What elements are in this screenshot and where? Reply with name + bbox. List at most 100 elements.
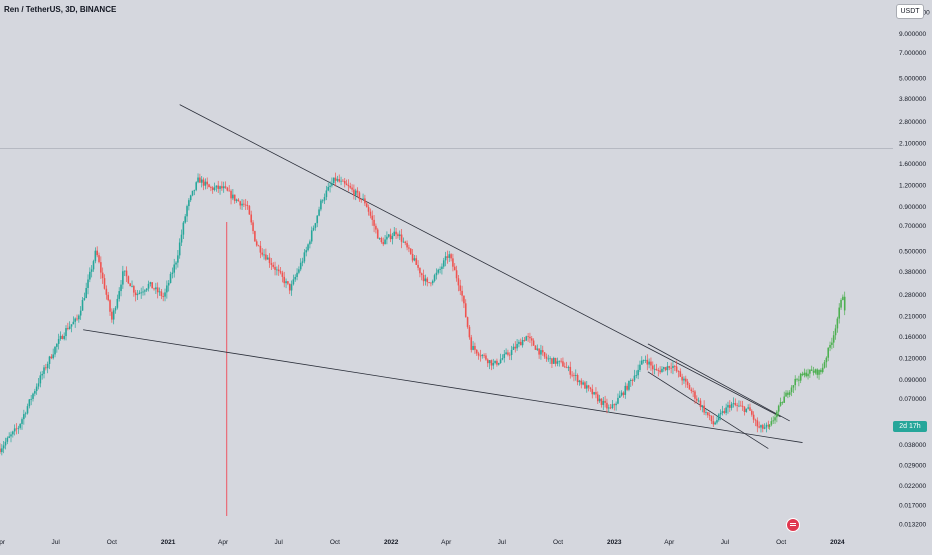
candle: [321, 199, 324, 204]
projection-candle: [790, 385, 793, 397]
candle: [23, 409, 25, 425]
candle: [488, 359, 491, 370]
candle: [562, 357, 564, 368]
candle-body: [252, 222, 254, 232]
candle-body: [549, 358, 551, 360]
candle-body: [420, 273, 423, 276]
candle: [457, 274, 460, 292]
candle: [549, 356, 551, 364]
candle: [310, 226, 313, 244]
candle-body: [310, 230, 313, 242]
candle: [129, 282, 131, 287]
candle-body: [664, 367, 667, 371]
candle: [706, 412, 709, 418]
candle-body: [239, 201, 242, 206]
candle-body: [536, 348, 539, 350]
y-tick-label: 0.022000: [899, 483, 926, 490]
candle-body: [408, 247, 410, 249]
candle: [496, 358, 498, 367]
candle: [688, 383, 691, 390]
candle: [417, 260, 419, 271]
candle: [118, 287, 120, 302]
candle-body: [48, 356, 51, 364]
candle: [254, 230, 256, 242]
candle-body: [497, 362, 500, 365]
candle-body: [818, 369, 820, 375]
candle-body: [790, 387, 793, 393]
candle-body: [206, 181, 209, 185]
candle: [650, 357, 652, 371]
y-tick-label: 0.120000: [899, 356, 926, 363]
candle: [450, 253, 452, 262]
candle: [149, 281, 152, 287]
candle-body: [228, 190, 231, 192]
candle: [762, 423, 764, 433]
candle-body: [59, 335, 62, 339]
candle-body: [801, 373, 804, 376]
candle-body: [98, 255, 100, 263]
candle: [690, 387, 693, 394]
candle: [662, 366, 665, 372]
candle-body: [133, 286, 135, 293]
candle-body: [439, 268, 441, 270]
candle: [371, 210, 374, 226]
candle-body: [208, 184, 210, 188]
candle: [433, 273, 436, 283]
candle-body: [686, 381, 689, 385]
candle: [10, 431, 12, 443]
candle: [558, 360, 561, 367]
candle: [756, 417, 759, 433]
candle: [609, 404, 612, 410]
candle: [453, 263, 456, 271]
candle: [79, 306, 82, 320]
candle: [653, 364, 656, 375]
candle-body: [411, 253, 414, 261]
candle-body: [593, 392, 595, 395]
candle: [2, 440, 5, 454]
candle: [477, 351, 480, 360]
candle-body: [639, 364, 641, 370]
candle: [736, 402, 738, 412]
candle: [303, 248, 306, 264]
candle-body: [743, 406, 746, 412]
trendline-2: [83, 329, 803, 443]
candle: [492, 358, 495, 370]
candle: [697, 397, 700, 403]
candle: [320, 198, 322, 212]
candle: [435, 268, 438, 280]
candle: [646, 354, 649, 371]
projection-candle: [834, 324, 837, 340]
candle: [56, 343, 58, 353]
candle-body: [367, 207, 370, 212]
y-tick-label: 0.280000: [899, 292, 926, 299]
projection-candle: [816, 368, 819, 379]
currency-button[interactable]: USDT: [896, 4, 924, 19]
candle: [343, 177, 346, 188]
candle: [360, 198, 363, 203]
candle: [259, 240, 262, 259]
candle: [640, 356, 643, 365]
candle-body: [283, 276, 286, 284]
candle: [659, 366, 661, 375]
candle-body: [580, 380, 583, 385]
candle: [134, 289, 137, 302]
calendar-event-icon[interactable]: [786, 518, 800, 532]
x-tick-label: 2024: [830, 539, 845, 546]
candle: [607, 404, 610, 413]
candle-body: [37, 383, 40, 387]
candle-body: [63, 336, 65, 339]
candle-body: [677, 371, 680, 372]
candle: [463, 295, 465, 309]
candle: [265, 248, 267, 261]
candle-body: [24, 413, 27, 415]
candle: [681, 373, 683, 386]
candle-body: [479, 355, 482, 357]
candle-body: [622, 392, 625, 395]
candle: [358, 191, 361, 202]
candle-body: [96, 250, 98, 256]
candle: [422, 269, 425, 286]
candle-body: [180, 234, 183, 243]
candle: [41, 370, 43, 380]
